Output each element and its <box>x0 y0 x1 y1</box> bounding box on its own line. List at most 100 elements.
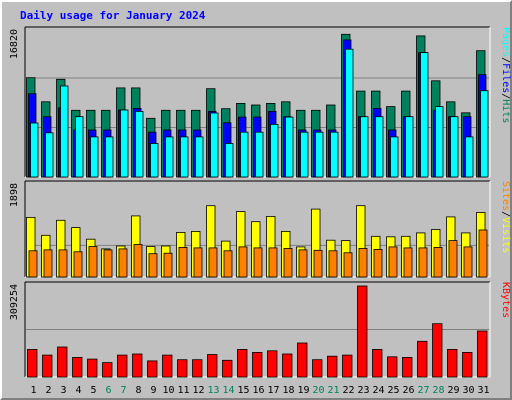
day-label-5: 5 <box>90 385 96 396</box>
kbytes-bar-22 <box>342 354 353 378</box>
kbytes-bar-8 <box>132 353 143 378</box>
sites-bar-10 <box>163 252 173 278</box>
day-label-8: 8 <box>135 385 141 396</box>
pages-bar-30 <box>465 136 474 178</box>
pages-bar-24 <box>375 116 384 178</box>
sites-bar-21 <box>328 250 338 278</box>
pages-bar-4 <box>75 116 84 178</box>
sites-bar-2 <box>43 249 53 278</box>
sites-bar-25 <box>388 246 398 278</box>
kbytes-bar-7 <box>117 354 128 378</box>
kbytes-bar-16 <box>252 351 263 378</box>
kbytes-bar-9 <box>147 360 158 378</box>
kbytes-bar-28 <box>432 323 443 378</box>
sites-bar-1 <box>28 250 38 278</box>
pages-bar-6 <box>105 136 114 178</box>
day-label-29: 29 <box>447 385 459 396</box>
day-label-31: 31 <box>477 385 489 396</box>
kbytes-bar-31 <box>477 330 488 378</box>
kbytes-bar-26 <box>402 356 413 378</box>
pages-bar-16 <box>255 131 264 178</box>
kbytes-bar-27 <box>417 340 428 378</box>
day-label-24: 24 <box>372 385 384 396</box>
hits-files-pages-panel <box>24 26 491 178</box>
sites-bar-12 <box>193 247 203 278</box>
legend-hits: Hits <box>500 99 511 123</box>
kbytes-bar-13 <box>207 354 218 378</box>
sites-bar-17 <box>268 247 278 278</box>
day-label-28: 28 <box>432 385 444 396</box>
pages-bar-13 <box>210 112 219 178</box>
day-label-11: 11 <box>177 385 189 396</box>
sites-bar-5 <box>88 246 98 278</box>
legend-sep-1: / <box>500 57 511 63</box>
kbytes-bar-1 <box>27 348 38 378</box>
pages-bar-1 <box>30 122 39 178</box>
sites-bar-14 <box>223 250 233 278</box>
kbytes-bar-24 <box>372 348 383 378</box>
kbytes-bar-25 <box>387 356 398 378</box>
pages-bar-18 <box>285 116 294 178</box>
sites-bar-4 <box>73 251 83 278</box>
pages-bar-21 <box>330 131 339 178</box>
day-label-27: 27 <box>417 385 429 396</box>
pages-bar-27 <box>420 52 429 178</box>
pages-bar-22 <box>345 48 354 178</box>
sites-bar-7 <box>118 248 128 278</box>
sites-bar-3 <box>58 249 68 278</box>
day-label-14: 14 <box>222 385 234 396</box>
kbytes-bar-11 <box>177 359 188 378</box>
kbytes-bar-18 <box>282 353 293 378</box>
day-label-12: 12 <box>192 385 204 396</box>
kbytes-bar-14 <box>222 359 233 378</box>
sites-bar-19 <box>298 249 308 278</box>
legend-pages: Pages <box>500 27 511 57</box>
sites-bar-22 <box>343 252 353 278</box>
day-label-21: 21 <box>327 385 339 396</box>
pages-bar-2 <box>45 132 54 178</box>
pages-bar-29 <box>450 116 459 178</box>
kbytes-ymax-label: 309254 <box>9 284 20 320</box>
sites-bar-31 <box>478 229 488 278</box>
sites-bar-27 <box>418 247 428 278</box>
day-label-25: 25 <box>387 385 399 396</box>
day-label-16: 16 <box>252 385 264 396</box>
day-label-4: 4 <box>75 385 81 396</box>
day-label-23: 23 <box>357 385 369 396</box>
sites-bar-26 <box>403 247 413 278</box>
kbytes-bar-12 <box>192 359 203 378</box>
sites-bar-15 <box>238 246 248 278</box>
sites-bar-20 <box>313 249 323 278</box>
kbytes-legend: KBytes <box>500 282 511 318</box>
hits-ymax-label: 16820 <box>9 29 20 59</box>
day-label-10: 10 <box>162 385 174 396</box>
sites-bar-29 <box>448 240 458 278</box>
kbytes-bar-29 <box>447 348 458 378</box>
legend-sites: Sites <box>500 181 511 211</box>
pages-bar-3 <box>60 85 69 178</box>
pages-bar-25 <box>390 136 399 178</box>
day-label-7: 7 <box>120 385 126 396</box>
visits-ymax-label: 1898 <box>9 183 20 207</box>
day-label-22: 22 <box>342 385 354 396</box>
sites-bar-30 <box>463 246 473 278</box>
pages-bar-28 <box>435 106 444 178</box>
day-label-6: 6 <box>105 385 111 396</box>
pages-bar-12 <box>195 136 204 178</box>
sites-bar-13 <box>208 247 218 278</box>
pages-bar-8 <box>135 111 144 178</box>
sites-bar-8 <box>133 244 143 278</box>
kbytes-bar-30 <box>462 351 473 378</box>
pages-bar-5 <box>90 136 99 178</box>
kbytes-bar-15 <box>237 348 248 378</box>
sites-bar-9 <box>148 253 158 278</box>
legend-kbytes: KBytes <box>500 282 511 318</box>
pages-bar-31 <box>480 90 489 178</box>
sites-bar-6 <box>103 249 113 278</box>
day-label-18: 18 <box>282 385 294 396</box>
chart-title: Daily usage for January 2024 <box>20 9 206 22</box>
visits-sites-panel <box>24 180 491 278</box>
hits-files-pages-legend: Pages/Files/Hits <box>500 27 511 123</box>
legend-visits: Visits <box>500 217 511 253</box>
